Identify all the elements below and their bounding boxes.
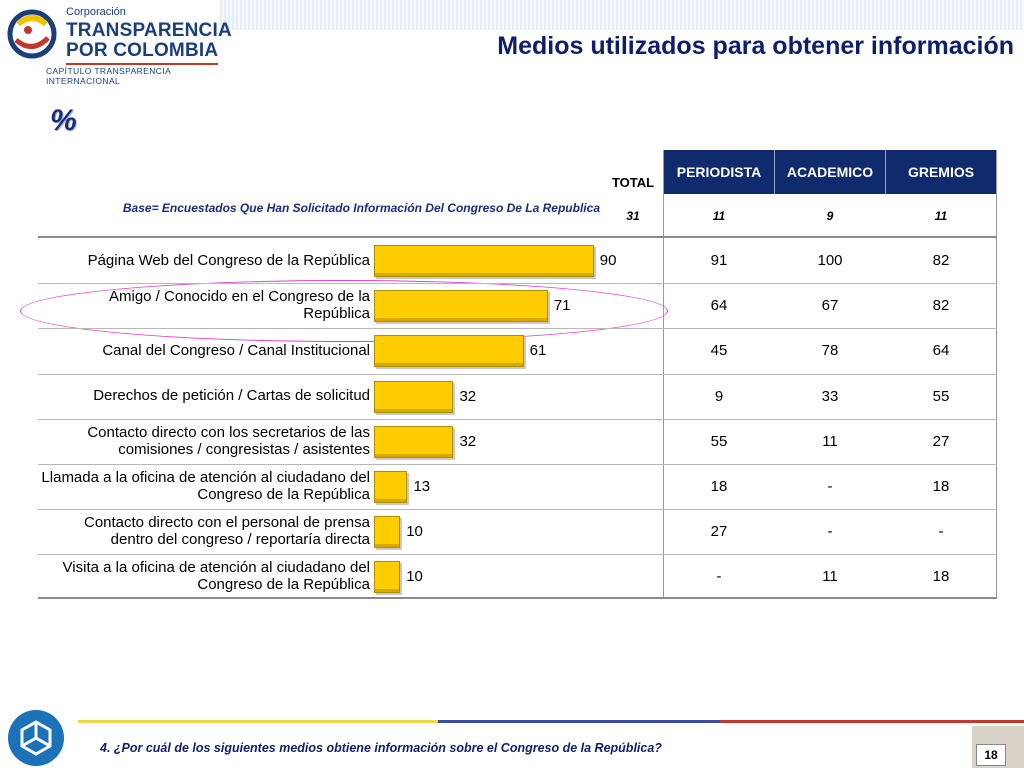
bar <box>374 245 594 277</box>
row-divider <box>38 509 997 510</box>
bar-value-label: 90 <box>599 252 617 269</box>
table-cell-gremios: 18 <box>932 568 950 586</box>
brand-chapter: CAPÍTULO TRANSPARENCIA INTERNACIONAL <box>46 66 171 86</box>
unit-mark: % <box>50 104 77 137</box>
bar-value-label: 71 <box>553 297 571 315</box>
footer-line-red <box>720 720 1024 723</box>
bar-value-label: 10 <box>406 523 423 541</box>
brand-divider <box>66 63 218 65</box>
table-cell-periodista: 64 <box>710 297 728 315</box>
brand-line2: POR COLOMBIA <box>66 40 219 61</box>
table-cell-academico: 67 <box>821 297 839 315</box>
logo: Corporación TRANSPARENCIA POR COLOMBIA C… <box>4 4 232 86</box>
row-divider <box>38 419 997 420</box>
base-n-periodista: 11 <box>712 209 726 223</box>
table-cell-academico: - <box>827 478 833 495</box>
brand-line1: TRANSPARENCIA <box>66 20 232 41</box>
table-cell-academico: - <box>827 523 833 541</box>
row-divider <box>38 283 997 284</box>
logo-icon <box>7 9 57 59</box>
base-n-gremios: 11 <box>934 209 948 223</box>
table-cell-periodista: 9 <box>714 387 724 405</box>
column-header-academico: ACADEMICO <box>775 150 886 194</box>
brand-corporacion: Corporación <box>66 6 126 18</box>
table-cell-gremios: 82 <box>932 297 950 315</box>
row-label: Visita a la oficina de atención al ciuda… <box>62 559 370 594</box>
row-divider <box>38 464 997 465</box>
base-note: Base= Encuestados Que Han Solicitado Inf… <box>122 201 600 215</box>
row-label: Contacto directo con el personal de pren… <box>83 514 370 549</box>
bar <box>374 561 401 594</box>
table-cell-gremios: - <box>938 523 944 541</box>
bar <box>374 380 454 413</box>
footer-line-blue <box>438 720 720 723</box>
bar-value-label: 13 <box>413 478 431 495</box>
header-rule <box>38 236 997 238</box>
footer-question: 4. ¿Por cuál de los siguientes medios ob… <box>100 741 662 755</box>
table-cell-gremios: 55 <box>932 387 950 405</box>
bar-value-label: 10 <box>406 568 423 586</box>
row-label: Página Web del Congreso de la República <box>87 251 370 269</box>
table-cell-periodista: 45 <box>710 342 728 360</box>
header-band <box>220 0 1024 30</box>
page-number: 18 <box>976 744 1006 766</box>
bar <box>374 425 454 458</box>
table-cell-academico: 11 <box>822 568 838 586</box>
table-cell-periodista: 27 <box>710 523 728 541</box>
column-header-gremios: GREMIOS <box>886 150 997 194</box>
row-divider <box>38 328 997 329</box>
bar-value-label: 61 <box>529 342 547 360</box>
table-cell-periodista: - <box>716 568 722 586</box>
bar-value-label: 32 <box>459 432 477 450</box>
table-cell-gremios: 18 <box>932 478 950 495</box>
table-cell-periodista: 91 <box>710 252 728 269</box>
total-header: TOTAL <box>611 175 655 190</box>
row-label: Llamada a la oficina de atención al ciud… <box>41 469 370 503</box>
base-n-academico: 9 <box>826 209 834 223</box>
page-title: Medios utilizados para obtener informaci… <box>497 32 1014 60</box>
row-divider <box>38 374 997 375</box>
row-label: Contacto directo con los secretarios de … <box>87 423 370 458</box>
bottom-rule <box>38 597 997 599</box>
footer-logo-icon <box>8 710 64 766</box>
column-header-periodista: PERIODISTA <box>664 150 775 194</box>
table-cell-periodista: 55 <box>710 432 728 450</box>
table-cell-gremios: 82 <box>932 252 950 269</box>
bar-value-label: 32 <box>459 387 477 405</box>
row-label: Canal del Congreso / Canal Institucional <box>102 341 370 359</box>
table-cell-periodista: 18 <box>710 478 728 495</box>
row-label: Derechos de petición / Cartas de solicit… <box>93 387 370 405</box>
table-cell-academico: 33 <box>821 387 839 405</box>
table-cell-gremios: 64 <box>932 342 950 360</box>
highlight-ellipse <box>20 280 668 342</box>
table-cell-academico: 100 <box>817 252 843 269</box>
row-divider <box>38 554 997 555</box>
bar <box>374 335 524 368</box>
table-cell-academico: 11 <box>822 432 838 450</box>
bar <box>374 290 548 323</box>
bar <box>374 471 408 503</box>
table-cell-academico: 78 <box>821 342 839 360</box>
table-cell-gremios: 27 <box>932 432 950 450</box>
total-base-n: 31 <box>626 209 640 223</box>
footer-line-yellow <box>78 720 438 723</box>
row-label: Amigo / Conocido en el Congreso de la Re… <box>109 288 370 323</box>
bar <box>374 516 401 549</box>
